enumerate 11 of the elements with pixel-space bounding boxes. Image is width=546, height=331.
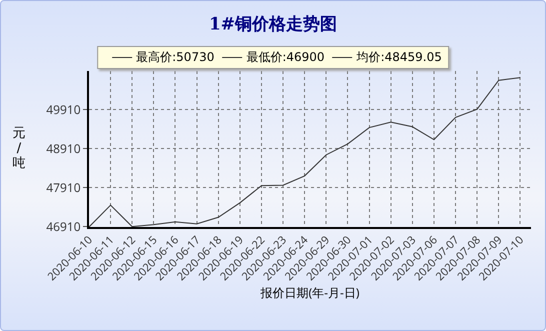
text: 均价:48459.05: [356, 50, 442, 64]
x-axis-title: 报价日期(年-月-日): [260, 284, 360, 302]
y-tick-label: 49910: [46, 100, 81, 118]
y-tick-label: 47910: [46, 178, 81, 196]
y-axis-title: 元/吨: [12, 126, 26, 171]
y-tick-label: 46910: [46, 218, 81, 235]
text: 最低价:46900: [246, 50, 325, 64]
text: 最高价:50730: [136, 50, 214, 64]
line-series: [89, 77, 521, 227]
chart-title: 1#铜价格走势图: [208, 14, 338, 34]
y-tick-label: 48910: [46, 140, 81, 157]
